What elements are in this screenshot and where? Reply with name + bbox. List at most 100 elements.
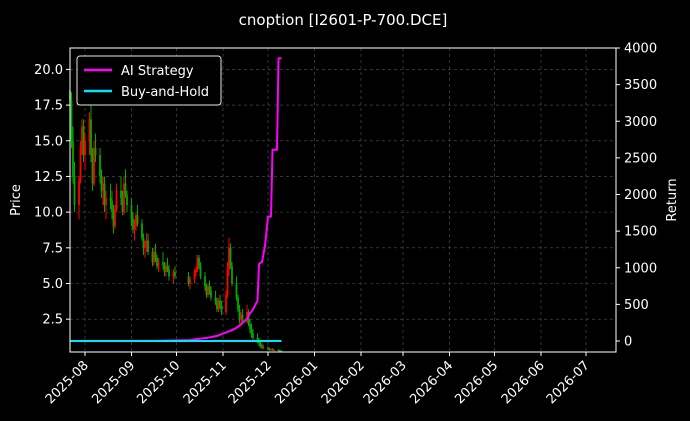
candle-body bbox=[103, 183, 106, 205]
y-right-tick-label: 2000 bbox=[624, 188, 657, 203]
legend: AI Strategy Buy-and-Hold bbox=[76, 55, 222, 106]
candle-body bbox=[154, 252, 157, 258]
candle-body bbox=[174, 272, 176, 277]
candle-body bbox=[217, 300, 220, 310]
candle-body bbox=[195, 269, 197, 273]
candle-body bbox=[109, 197, 112, 201]
y-axis-right-label: Return bbox=[665, 178, 680, 221]
legend-label-buy-and-hold: Buy-and-Hold bbox=[121, 85, 209, 100]
candle-body bbox=[261, 346, 263, 348]
candle-body bbox=[72, 140, 74, 177]
y-axis-right: 0 500 1000 1500 2000 2500 3000 3500 4000 bbox=[616, 42, 657, 350]
candle-body bbox=[187, 276, 190, 284]
candle-body bbox=[136, 214, 139, 224]
candle-body bbox=[229, 247, 232, 267]
candle-body bbox=[135, 214, 137, 227]
candlesticks bbox=[69, 69, 283, 352]
candle-body bbox=[228, 247, 230, 270]
y-left-tick-label: 5.0 bbox=[42, 277, 63, 292]
candle-body bbox=[100, 176, 103, 191]
candle-body bbox=[235, 283, 238, 298]
candle-body bbox=[208, 286, 211, 291]
candle-body bbox=[216, 300, 218, 310]
y-right-tick-label: 4000 bbox=[624, 42, 657, 57]
candle-body bbox=[124, 183, 127, 196]
candle-body bbox=[226, 269, 229, 295]
candle-body bbox=[91, 155, 94, 184]
candle-body bbox=[214, 297, 217, 301]
y-axis-left-label: Price bbox=[9, 184, 24, 216]
candle-body bbox=[151, 252, 154, 263]
candle-body bbox=[105, 197, 107, 205]
candle-body bbox=[238, 309, 241, 320]
candle-body bbox=[123, 183, 125, 213]
candle-body bbox=[204, 276, 206, 287]
candle-body bbox=[102, 183, 104, 191]
candle-body bbox=[210, 290, 212, 298]
candle-body bbox=[166, 266, 169, 270]
candle-body bbox=[81, 126, 83, 148]
y-left-tick-label: 12.5 bbox=[34, 170, 63, 185]
candle-body bbox=[114, 209, 116, 227]
candle-body bbox=[172, 272, 175, 277]
candle-body bbox=[93, 147, 95, 184]
candle-body bbox=[196, 257, 199, 270]
y-left-tick-label: 10.0 bbox=[34, 206, 63, 221]
y-left-tick-label: 15.0 bbox=[34, 134, 63, 149]
candle-body bbox=[240, 314, 242, 320]
candle-body bbox=[205, 286, 208, 295]
candle-body bbox=[147, 240, 149, 253]
candle-body bbox=[82, 126, 85, 156]
candle-body bbox=[153, 252, 155, 263]
candle-body bbox=[112, 212, 115, 227]
candle-body bbox=[141, 223, 143, 238]
candle-body bbox=[262, 347, 265, 349]
y-left-tick-label: 2.5 bbox=[42, 313, 63, 328]
candle-body bbox=[73, 176, 76, 205]
candle-body bbox=[132, 219, 134, 230]
return-lines bbox=[70, 57, 282, 342]
candle-body bbox=[273, 349, 275, 351]
candle-body bbox=[267, 347, 269, 350]
candle-body bbox=[144, 243, 146, 248]
candle-body bbox=[241, 314, 244, 321]
candle-body bbox=[237, 297, 239, 310]
candle-body bbox=[246, 312, 248, 321]
candle-body bbox=[120, 190, 122, 198]
y-right-tick-label: 1000 bbox=[624, 261, 657, 276]
candle-body bbox=[78, 180, 80, 205]
candle-body bbox=[268, 349, 271, 351]
candle-body bbox=[225, 294, 227, 313]
y-right-tick-label: 500 bbox=[624, 298, 649, 313]
candle-body bbox=[259, 343, 262, 347]
candle-body bbox=[115, 190, 118, 210]
y-right-tick-label: 3500 bbox=[624, 78, 657, 93]
candle-body bbox=[156, 257, 158, 267]
legend-box bbox=[76, 55, 222, 106]
candle-body bbox=[279, 350, 281, 352]
candle-body bbox=[258, 340, 260, 344]
candle-body bbox=[252, 333, 254, 338]
candle-body bbox=[70, 100, 73, 141]
candle-body bbox=[193, 272, 196, 280]
candle-body bbox=[207, 286, 209, 295]
y-right-tick-label: 0 bbox=[624, 335, 632, 350]
y-left-tick-label: 20.0 bbox=[34, 63, 63, 78]
candle-body bbox=[145, 240, 148, 244]
candle-body bbox=[162, 262, 164, 265]
candle-body bbox=[270, 349, 272, 351]
candle-body bbox=[111, 200, 113, 213]
candle-body bbox=[277, 349, 280, 351]
candle-body bbox=[189, 279, 191, 284]
y-axis-left: 2.5 5.0 7.5 10.0 12.5 15.0 17.5 20.0 bbox=[34, 63, 70, 328]
plot-frame bbox=[69, 47, 617, 353]
legend-label-ai-strategy: AI Strategy bbox=[121, 64, 194, 79]
candle-body bbox=[90, 119, 92, 156]
candle-body bbox=[88, 119, 91, 141]
y-right-tick-label: 3000 bbox=[624, 115, 657, 130]
candle-body bbox=[99, 155, 101, 177]
chart-title: cnoption [I2601-P-700.DCE] bbox=[239, 11, 448, 29]
candle-body bbox=[249, 323, 251, 330]
candle-body bbox=[84, 140, 86, 156]
